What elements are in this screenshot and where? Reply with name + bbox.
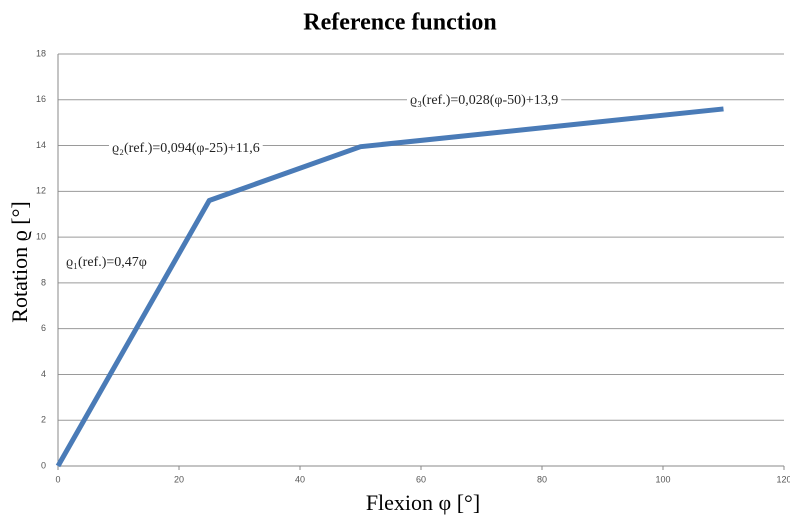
y-tick-label: 12 [36, 186, 46, 196]
x-tick-label: 20 [174, 474, 184, 484]
data-line [55, 106, 724, 468]
x-tick-label: 80 [537, 474, 547, 484]
annotations: ϱ₁(ref.)=0,47φ ϱ₂(ref.)=0,094(φ-25)+11,6… [63, 93, 562, 271]
chart-title: Reference function [303, 10, 497, 36]
y-tick-label: 16 [36, 94, 46, 104]
annotation: ϱ₃(ref.)=0,028(φ-50)+13,9 [410, 93, 558, 108]
y-tick-label: 14 [36, 140, 46, 150]
annotation-background [109, 141, 263, 157]
y-axis-label: Rotation ϱ [°] [7, 201, 32, 322]
x-axis-label: Flexion φ [°] [366, 490, 480, 515]
y-tick-label: 18 [36, 48, 46, 58]
x-tick-label: 100 [655, 474, 670, 484]
y-tick-label: 6 [41, 323, 46, 333]
x-tick-label: 0 [55, 474, 60, 484]
y-tick-label: 2 [41, 415, 46, 425]
y-tick-label: 10 [36, 231, 46, 241]
marks [55, 106, 724, 468]
annotation: ϱ₂(ref.)=0,094(φ-25)+11,6 [112, 141, 260, 156]
x-tick-label: 120 [776, 474, 790, 484]
x-tick-label: 60 [416, 474, 426, 484]
y-tick-label: 0 [41, 460, 46, 470]
annotation: ϱ₁(ref.)=0,47φ [66, 255, 147, 270]
annotation-background [63, 255, 150, 271]
x-tick-label: 40 [295, 474, 305, 484]
annotation-background [407, 93, 562, 109]
y-tick-label: 4 [41, 369, 46, 379]
y-tick-label: 8 [41, 277, 46, 287]
